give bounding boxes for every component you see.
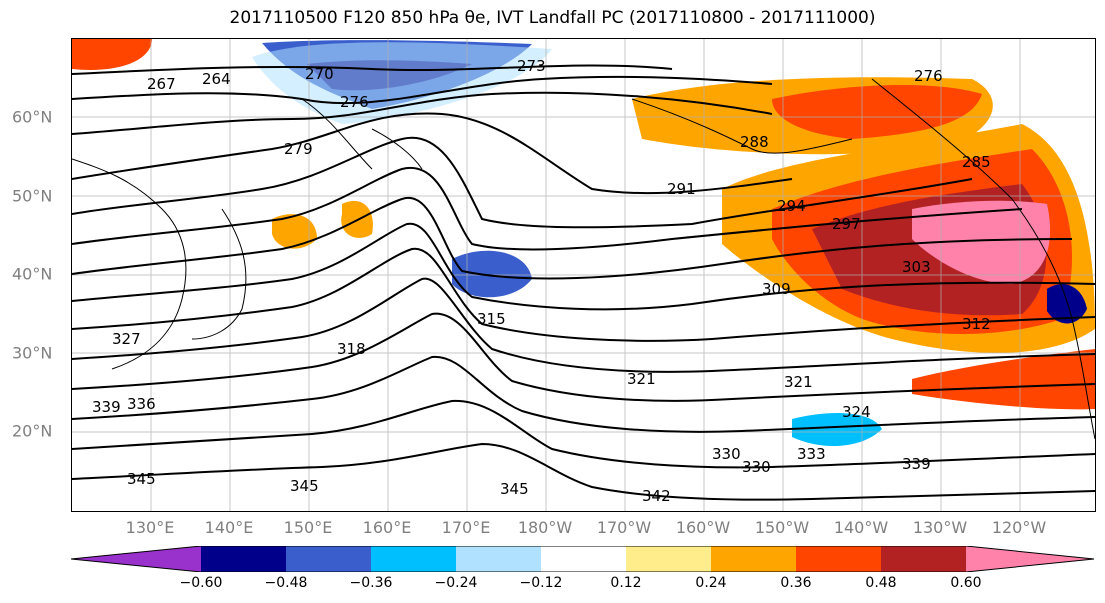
contour-label-294: 294 xyxy=(777,197,806,215)
lat-label-50N: 50°N xyxy=(12,186,53,206)
lon-label-120W: 120°W xyxy=(991,518,1047,537)
lon-label-140E: 140°E xyxy=(204,518,254,537)
colorbar-segment-10 xyxy=(966,546,1094,572)
lon-label-140W: 140°W xyxy=(833,518,889,537)
contour-label-276a: 276 xyxy=(340,93,369,111)
colorbar-outline xyxy=(71,546,1095,572)
contour-value-labels: 267 264 270 273 276 276 279 288 285 291 … xyxy=(92,57,991,505)
contour-label-309: 309 xyxy=(762,280,791,298)
contour-label-336: 336 xyxy=(127,395,156,413)
positive-anomaly-northwest xyxy=(72,39,152,70)
contour-label-324: 324 xyxy=(842,403,871,421)
lat-label-30N: 30°N xyxy=(12,343,53,363)
lon-label-160W: 160°W xyxy=(675,518,731,537)
contour-label-291: 291 xyxy=(667,180,696,198)
light-negative-edge xyxy=(252,42,552,124)
contour-label-267: 267 xyxy=(147,75,176,93)
colorbar-segment-1 xyxy=(201,546,286,572)
colorbar-tick-8: 0.48 xyxy=(865,575,897,591)
positive-anomaly-west-patch xyxy=(272,214,317,249)
contour-label-279: 279 xyxy=(284,140,313,158)
lat-label-60N: 60°N xyxy=(12,107,53,127)
colorbar xyxy=(71,546,1095,572)
colorbar-segment-0 xyxy=(71,546,201,572)
lon-label-170W: 170°W xyxy=(596,518,652,537)
contour-label-276b: 276 xyxy=(914,67,943,85)
contour-label-330b: 330 xyxy=(742,458,771,476)
coastlines xyxy=(72,78,1095,440)
contour-label-339a: 339 xyxy=(92,398,121,416)
colorbar-segment-3 xyxy=(371,546,456,572)
negative-patch-central xyxy=(452,250,532,298)
lon-label-160E: 160°E xyxy=(362,518,412,537)
colorbar-segment-4 xyxy=(456,546,541,572)
lat-label-20N: 20°N xyxy=(12,421,53,441)
map-title: 2017110500 F120 850 hPa θe, IVT Landfall… xyxy=(229,8,876,28)
positive-anomaly-subtropical xyxy=(912,349,1095,410)
contour-label-327: 327 xyxy=(112,330,141,348)
lon-label-170E: 170°E xyxy=(441,518,491,537)
map-panel: 267 264 270 273 276 276 279 288 285 291 … xyxy=(71,38,1096,512)
contour-label-273: 273 xyxy=(517,57,546,75)
colorbar-tick-9: 0.60 xyxy=(950,575,982,591)
contour-label-264: 264 xyxy=(202,70,231,88)
map-canvas: 267 264 270 273 276 276 279 288 285 291 … xyxy=(72,39,1095,511)
colorbar-tick-0: −0.60 xyxy=(179,575,223,591)
contour-label-345c: 345 xyxy=(500,480,529,498)
colorbar-tick-6: 0.24 xyxy=(695,575,727,591)
contour-label-318: 318 xyxy=(337,340,366,358)
contour-label-333: 333 xyxy=(797,445,826,463)
colorbar-tick-2: −0.36 xyxy=(349,575,393,591)
contour-label-345a: 345 xyxy=(127,470,156,488)
colorbar-segment-9 xyxy=(881,546,966,572)
contour-label-285: 285 xyxy=(962,153,991,171)
colorbar-segment-7 xyxy=(711,546,796,572)
contour-label-342: 342 xyxy=(642,487,671,505)
colorbar-tick-7: 0.36 xyxy=(780,575,812,591)
contour-label-330a: 330 xyxy=(712,445,741,463)
colorbar-segment-6 xyxy=(626,546,711,572)
colorbar-segment-2 xyxy=(286,546,371,572)
contour-label-312: 312 xyxy=(962,315,991,333)
colorbar-segment-8 xyxy=(796,546,881,572)
lon-label-130E: 130°E xyxy=(125,518,175,537)
colorbar-tick-4: −0.12 xyxy=(519,575,563,591)
lat-label-40N: 40°N xyxy=(12,264,53,284)
negative-anomaly-southeast xyxy=(792,413,882,447)
colorbar-tick-3: −0.24 xyxy=(434,575,478,591)
contour-label-288: 288 xyxy=(740,133,769,151)
contour-label-339b: 339 xyxy=(902,455,931,473)
lon-label-180W: 180°W xyxy=(517,518,573,537)
lon-label-130W: 130°W xyxy=(912,518,968,537)
positive-anomaly-east-pink xyxy=(912,200,1051,284)
contour-label-321a: 321 xyxy=(627,370,656,388)
lon-label-150W: 150°W xyxy=(754,518,810,537)
contour-label-321b: 321 xyxy=(784,373,813,391)
negative-anomaly-east-coast xyxy=(1047,284,1087,324)
lon-label-150E: 150°E xyxy=(283,518,333,537)
colorbar-segment-5 xyxy=(541,546,626,572)
contour-label-303: 303 xyxy=(902,258,931,276)
colorbar-tick-1: −0.48 xyxy=(264,575,308,591)
theta-e-contours xyxy=(72,64,1095,501)
contour-label-270: 270 xyxy=(305,65,334,83)
contour-label-315: 315 xyxy=(477,310,506,328)
contour-label-345b: 345 xyxy=(290,477,319,495)
grid-lines xyxy=(72,39,1095,511)
contour-label-297: 297 xyxy=(832,215,861,233)
colorbar-tick-5: 0.12 xyxy=(610,575,642,591)
